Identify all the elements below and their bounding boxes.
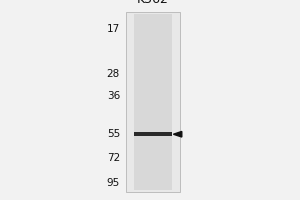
Text: 72: 72	[107, 153, 120, 163]
FancyBboxPatch shape	[134, 14, 172, 190]
Text: 28: 28	[107, 69, 120, 79]
Text: 36: 36	[107, 91, 120, 101]
Text: 95: 95	[107, 178, 120, 188]
Polygon shape	[173, 131, 182, 137]
FancyBboxPatch shape	[126, 12, 180, 192]
FancyBboxPatch shape	[134, 132, 172, 136]
Text: 55: 55	[107, 129, 120, 139]
Text: 17: 17	[107, 24, 120, 34]
Text: K562: K562	[137, 0, 169, 6]
